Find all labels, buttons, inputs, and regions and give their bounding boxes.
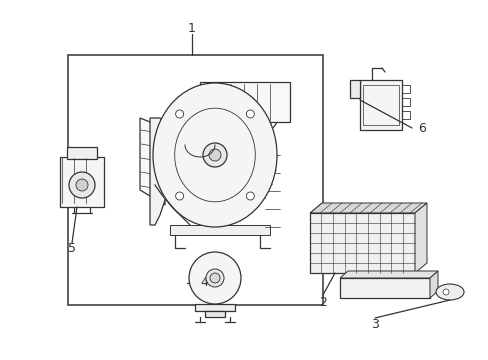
Bar: [362, 85, 398, 125]
Text: 3: 3: [370, 319, 378, 332]
Bar: [339, 278, 429, 298]
Polygon shape: [339, 271, 437, 278]
Bar: [68, 55, 323, 305]
Circle shape: [246, 110, 254, 118]
Bar: [359, 80, 401, 130]
Polygon shape: [429, 271, 437, 298]
Circle shape: [246, 192, 254, 200]
Circle shape: [209, 273, 220, 283]
Polygon shape: [414, 203, 426, 273]
Circle shape: [175, 110, 183, 118]
Text: 6: 6: [417, 122, 425, 135]
Ellipse shape: [189, 252, 241, 304]
Circle shape: [208, 149, 221, 161]
Circle shape: [69, 172, 95, 198]
Bar: [67, 147, 97, 159]
Ellipse shape: [435, 284, 463, 300]
Ellipse shape: [153, 83, 276, 227]
Bar: [195, 304, 235, 311]
Bar: [200, 82, 289, 122]
Bar: [60, 157, 104, 207]
Circle shape: [203, 143, 226, 167]
Text: 2: 2: [318, 297, 326, 310]
Polygon shape: [140, 118, 164, 205]
Circle shape: [442, 289, 448, 295]
Bar: [204, 311, 224, 317]
Bar: [349, 80, 359, 98]
Bar: [401, 111, 409, 119]
Polygon shape: [170, 225, 269, 235]
Bar: [401, 98, 409, 106]
Text: 4: 4: [200, 276, 207, 289]
Circle shape: [76, 179, 88, 191]
Text: 1: 1: [188, 22, 196, 35]
Circle shape: [175, 192, 183, 200]
Bar: [309, 213, 414, 273]
Polygon shape: [309, 203, 426, 213]
Text: 5: 5: [68, 242, 76, 255]
Bar: [401, 85, 409, 93]
Polygon shape: [150, 118, 168, 225]
Circle shape: [205, 269, 224, 287]
